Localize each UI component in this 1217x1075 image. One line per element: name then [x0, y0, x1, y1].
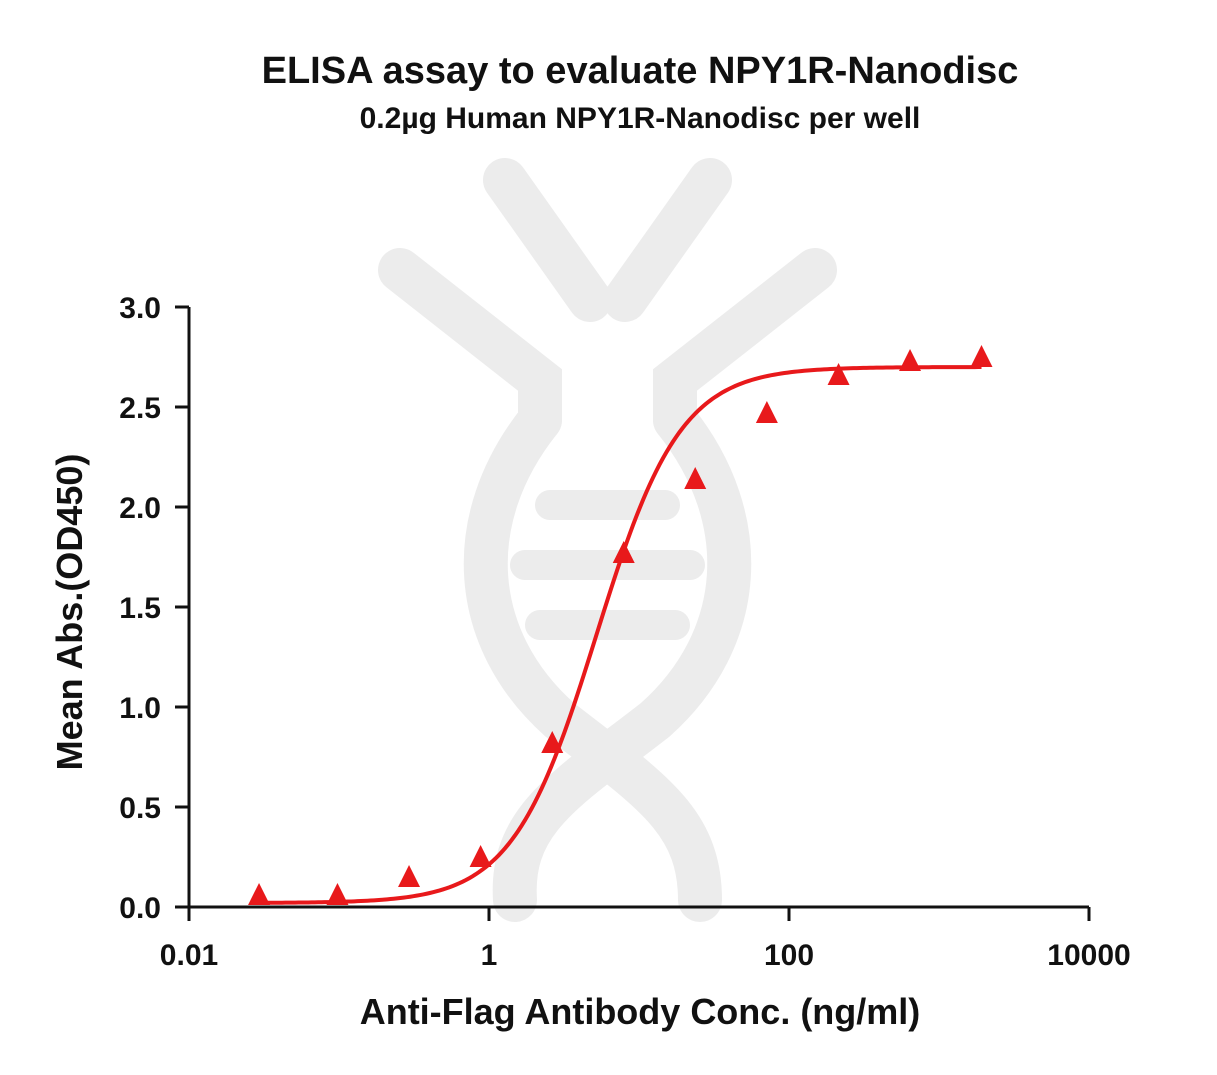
chart-title: ELISA assay to evaluate NPY1R-Nanodisc — [262, 50, 1019, 92]
data-point — [541, 731, 564, 753]
x-tick-label: 1 — [481, 939, 498, 972]
y-tick-label: 2.0 — [119, 492, 161, 525]
data-point — [970, 345, 993, 367]
data-point — [469, 845, 492, 867]
x-tick-label: 100 — [764, 939, 814, 972]
x-tick-label: 0.01 — [160, 939, 218, 972]
y-tick-label: 2.5 — [119, 392, 161, 425]
data-point — [612, 541, 635, 563]
data-point — [326, 883, 349, 905]
y-tick-label: 3.0 — [119, 292, 161, 325]
x-ticks: 0.01 1 100 10000 — [160, 907, 1131, 972]
y-axis: 0.0 0.5 1.0 1.5 2.0 2.5 3.0 — [119, 292, 191, 925]
chart-subtitle: 0.2µg Human NPY1R-Nanodisc per well — [360, 102, 921, 135]
y-tick-label: 1.0 — [119, 692, 161, 725]
data-points — [248, 345, 993, 905]
x-axis: 0.01 1 100 10000 — [160, 905, 1131, 972]
watermark-logo — [378, 158, 837, 922]
x-tick-label: 10000 — [1047, 939, 1130, 972]
y-tick-label: 0.0 — [119, 892, 161, 925]
y-ticks: 0.0 0.5 1.0 1.5 2.0 2.5 3.0 — [119, 292, 189, 925]
y-tick-label: 0.5 — [119, 792, 161, 825]
data-point — [755, 401, 778, 423]
data-point — [684, 467, 707, 489]
data-point — [899, 349, 922, 371]
y-tick-label: 1.5 — [119, 592, 161, 625]
data-point — [248, 883, 271, 905]
x-axis-label: Anti-Flag Antibody Conc. (ng/ml) — [360, 991, 921, 1032]
data-point — [398, 865, 421, 887]
y-axis-label: Mean Abs.(OD450) — [49, 454, 90, 771]
data-point — [827, 363, 850, 385]
